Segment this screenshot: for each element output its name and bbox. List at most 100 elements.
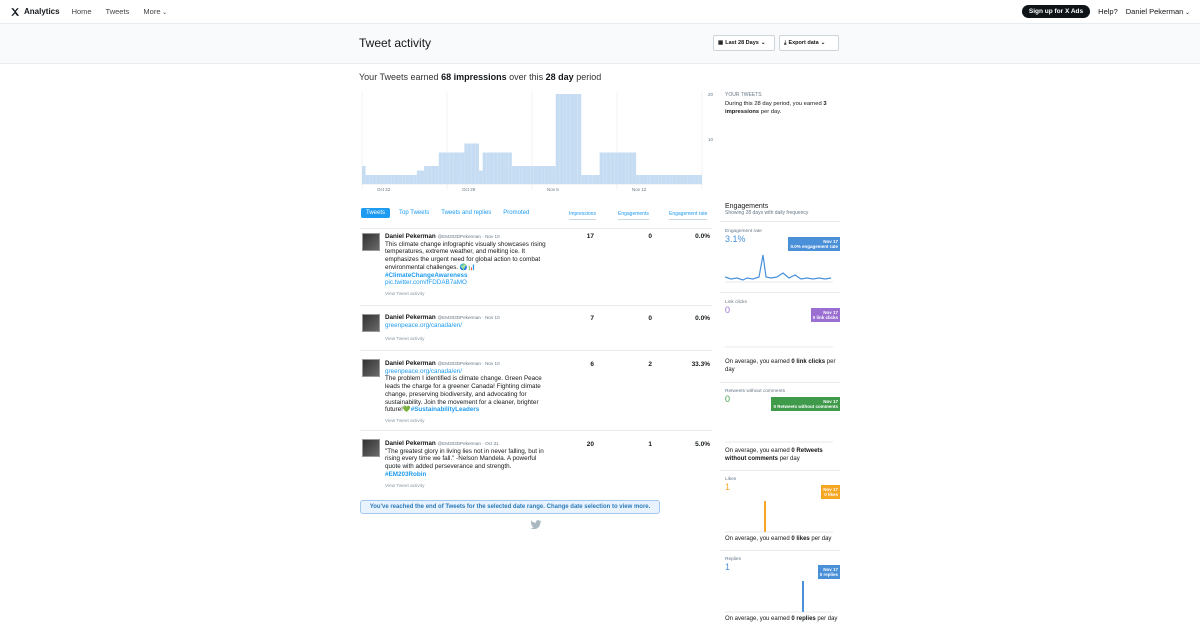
chart-bar[interactable] bbox=[383, 175, 388, 184]
chart-bar[interactable] bbox=[515, 166, 520, 184]
chart-bar[interactable] bbox=[405, 175, 410, 184]
chart-bar[interactable] bbox=[427, 166, 432, 184]
chart-bar[interactable] bbox=[541, 166, 545, 184]
chart-bar[interactable] bbox=[376, 175, 381, 184]
chart-bar[interactable] bbox=[387, 175, 392, 184]
chart-bar[interactable] bbox=[639, 175, 644, 184]
chart-bar[interactable] bbox=[628, 152, 633, 185]
nav-tweets[interactable]: Tweets bbox=[105, 7, 130, 16]
chart-bar[interactable] bbox=[625, 152, 629, 185]
chart-bar[interactable] bbox=[508, 152, 512, 185]
chart-bar[interactable] bbox=[449, 152, 454, 185]
col-engagement-rate[interactable]: Engagement rate bbox=[669, 211, 708, 220]
chart-bar[interactable] bbox=[416, 170, 421, 185]
nav-home[interactable]: Home bbox=[71, 7, 92, 16]
chart-bar[interactable] bbox=[537, 166, 542, 184]
chart-bar[interactable] bbox=[617, 152, 622, 185]
user-menu[interactable]: Daniel Pekerman bbox=[1126, 7, 1190, 16]
chart-bar[interactable] bbox=[438, 152, 443, 185]
chart-bar[interactable] bbox=[519, 166, 523, 184]
chart-bar[interactable] bbox=[632, 152, 637, 185]
tweet-link[interactable]: greenpeace.org/canada/en/ bbox=[385, 367, 463, 375]
chart-bar[interactable] bbox=[658, 175, 662, 184]
chart-bar[interactable] bbox=[614, 152, 618, 185]
chart-bar[interactable] bbox=[522, 166, 527, 184]
chart-bar[interactable] bbox=[599, 152, 604, 185]
help-link[interactable]: Help? bbox=[1098, 7, 1118, 16]
end-of-tweets-message[interactable]: You've reached the end of Tweets for the… bbox=[360, 500, 660, 514]
chart-bar[interactable] bbox=[683, 175, 688, 184]
chart-bar[interactable] bbox=[581, 175, 585, 184]
chart-bar[interactable] bbox=[588, 175, 593, 184]
chart-bar[interactable] bbox=[650, 175, 655, 184]
view-tweet-activity[interactable]: View Tweet activity bbox=[385, 417, 425, 423]
tab-top-tweets[interactable]: Top Tweets bbox=[399, 210, 430, 216]
chart-bar[interactable] bbox=[606, 152, 611, 185]
chart-bar[interactable] bbox=[577, 94, 582, 184]
tab-promoted[interactable]: Promoted bbox=[503, 210, 530, 216]
tweet-author[interactable]: Daniel Pekerman bbox=[385, 314, 436, 321]
view-tweet-activity[interactable]: View Tweet activity bbox=[385, 290, 425, 296]
chart-bar[interactable] bbox=[570, 94, 574, 184]
chart-bar[interactable] bbox=[574, 94, 578, 184]
chart-bar[interactable] bbox=[453, 152, 457, 185]
brand[interactable]: Analytics bbox=[10, 7, 60, 17]
chart-bar[interactable] bbox=[511, 166, 516, 184]
view-tweet-activity[interactable]: View Tweet activity bbox=[385, 482, 425, 488]
chart-bar[interactable] bbox=[413, 175, 417, 184]
chart-bar[interactable] bbox=[497, 152, 501, 185]
chart-bar[interactable] bbox=[669, 175, 673, 184]
tweet-link[interactable]: pic.twitter.com/fFDDAB7aMO bbox=[385, 279, 467, 287]
chart-bar[interactable] bbox=[468, 143, 472, 185]
chart-bar[interactable] bbox=[603, 152, 607, 185]
chart-bar[interactable] bbox=[698, 175, 702, 184]
chart-bar[interactable] bbox=[643, 175, 648, 184]
chart-bar[interactable] bbox=[362, 166, 366, 184]
chart-bar[interactable] bbox=[694, 175, 699, 184]
chart-bar[interactable] bbox=[482, 152, 487, 185]
view-tweet-activity[interactable]: View Tweet activity bbox=[385, 336, 425, 342]
chart-bar[interactable] bbox=[431, 166, 436, 184]
chart-bar[interactable] bbox=[585, 175, 589, 184]
chart-bar[interactable] bbox=[380, 175, 384, 184]
tweet-link[interactable]: greenpeace.org/canada/en/ bbox=[385, 321, 463, 329]
chart-bar[interactable] bbox=[665, 175, 670, 184]
tweet-hashtag[interactable]: #ClimateChangeAwareness bbox=[385, 271, 468, 279]
chart-bar[interactable] bbox=[661, 175, 666, 184]
chart-bar[interactable] bbox=[610, 152, 615, 185]
tweet-hashtag[interactable]: #SustainabilityLeaders bbox=[410, 406, 480, 414]
chart-bar[interactable] bbox=[457, 152, 461, 185]
nav-more[interactable]: More bbox=[143, 7, 167, 16]
chart-bar[interactable] bbox=[460, 152, 465, 185]
chart-bar[interactable] bbox=[446, 152, 450, 185]
signup-ads-button[interactable]: Sign up for X Ads bbox=[1021, 5, 1091, 18]
chart-bar[interactable] bbox=[544, 166, 549, 184]
chart-bar[interactable] bbox=[402, 175, 406, 184]
tweet-author[interactable]: Daniel Pekerman bbox=[385, 440, 436, 447]
chart-bar[interactable] bbox=[566, 94, 571, 184]
chart-bar[interactable] bbox=[636, 175, 640, 184]
chart-bar[interactable] bbox=[369, 175, 373, 184]
chart-bar[interactable] bbox=[486, 152, 490, 185]
chart-bar[interactable] bbox=[552, 166, 556, 184]
chart-bar[interactable] bbox=[424, 166, 428, 184]
chart-bar[interactable] bbox=[475, 143, 479, 185]
tweet-hashtag[interactable]: #EM203Robin bbox=[385, 470, 427, 478]
chart-bar[interactable] bbox=[442, 152, 447, 185]
chart-bar[interactable] bbox=[621, 152, 626, 185]
chart-bar[interactable] bbox=[548, 166, 553, 184]
tweet-author[interactable]: Daniel Pekerman bbox=[385, 360, 436, 367]
chart-bar[interactable] bbox=[500, 152, 505, 185]
chart-bar[interactable] bbox=[595, 175, 600, 184]
col-engagements[interactable]: Engagements bbox=[618, 211, 649, 220]
chart-bar[interactable] bbox=[654, 175, 659, 184]
chart-bar[interactable] bbox=[530, 166, 534, 184]
chart-bar[interactable] bbox=[526, 166, 531, 184]
chart-bar[interactable] bbox=[420, 170, 425, 185]
chart-bar[interactable] bbox=[687, 175, 691, 184]
chart-bar[interactable] bbox=[493, 152, 498, 185]
chart-bar[interactable] bbox=[533, 166, 538, 184]
chart-bar[interactable] bbox=[365, 175, 370, 184]
export-data-button[interactable]: ⤓ Export data ⌄ bbox=[779, 35, 839, 51]
chart-bar[interactable] bbox=[478, 170, 483, 185]
